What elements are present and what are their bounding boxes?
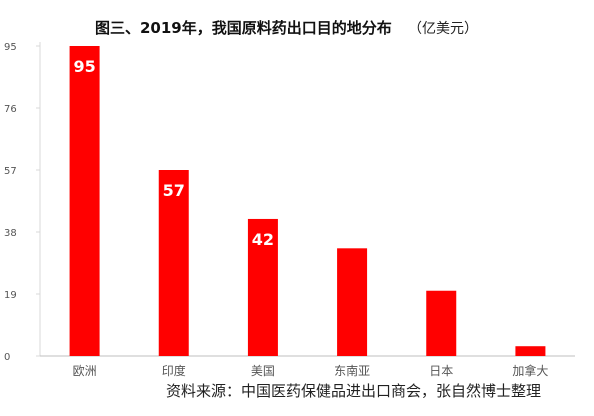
y-tick-label: 76 <box>4 104 17 115</box>
y-tick-label: 0 <box>4 352 10 363</box>
bar <box>247 218 278 356</box>
bar <box>158 170 189 356</box>
chart-title: 图三、2019年，我国原料药出口目的地分布 <box>95 19 392 37</box>
y-tick-label: 57 <box>4 166 17 177</box>
x-tick-label: 美国 <box>251 364 275 378</box>
chart-unit: （亿美元） <box>408 21 478 37</box>
x-tick-label: 欧洲 <box>73 364 97 378</box>
y-tick-label: 95 <box>4 42 17 53</box>
bar <box>69 46 100 356</box>
y-tick-label: 38 <box>4 228 17 239</box>
x-tick-label: 东南亚 <box>334 363 370 378</box>
bar <box>515 346 546 356</box>
y-tick-label: 19 <box>4 290 17 301</box>
source-note: 资料来源：中国医药保健品进出口商会，张自然博士整理 <box>166 382 542 400</box>
bar-data-label: 57 <box>163 181 185 200</box>
bar <box>426 290 457 356</box>
x-tick-label: 日本 <box>429 364 453 378</box>
x-tick-label: 印度 <box>162 363 186 378</box>
bar <box>337 248 368 356</box>
bar-data-label: 42 <box>252 230 274 249</box>
x-tick-label: 加拿大 <box>512 363 548 378</box>
bar-data-label: 95 <box>73 57 95 76</box>
